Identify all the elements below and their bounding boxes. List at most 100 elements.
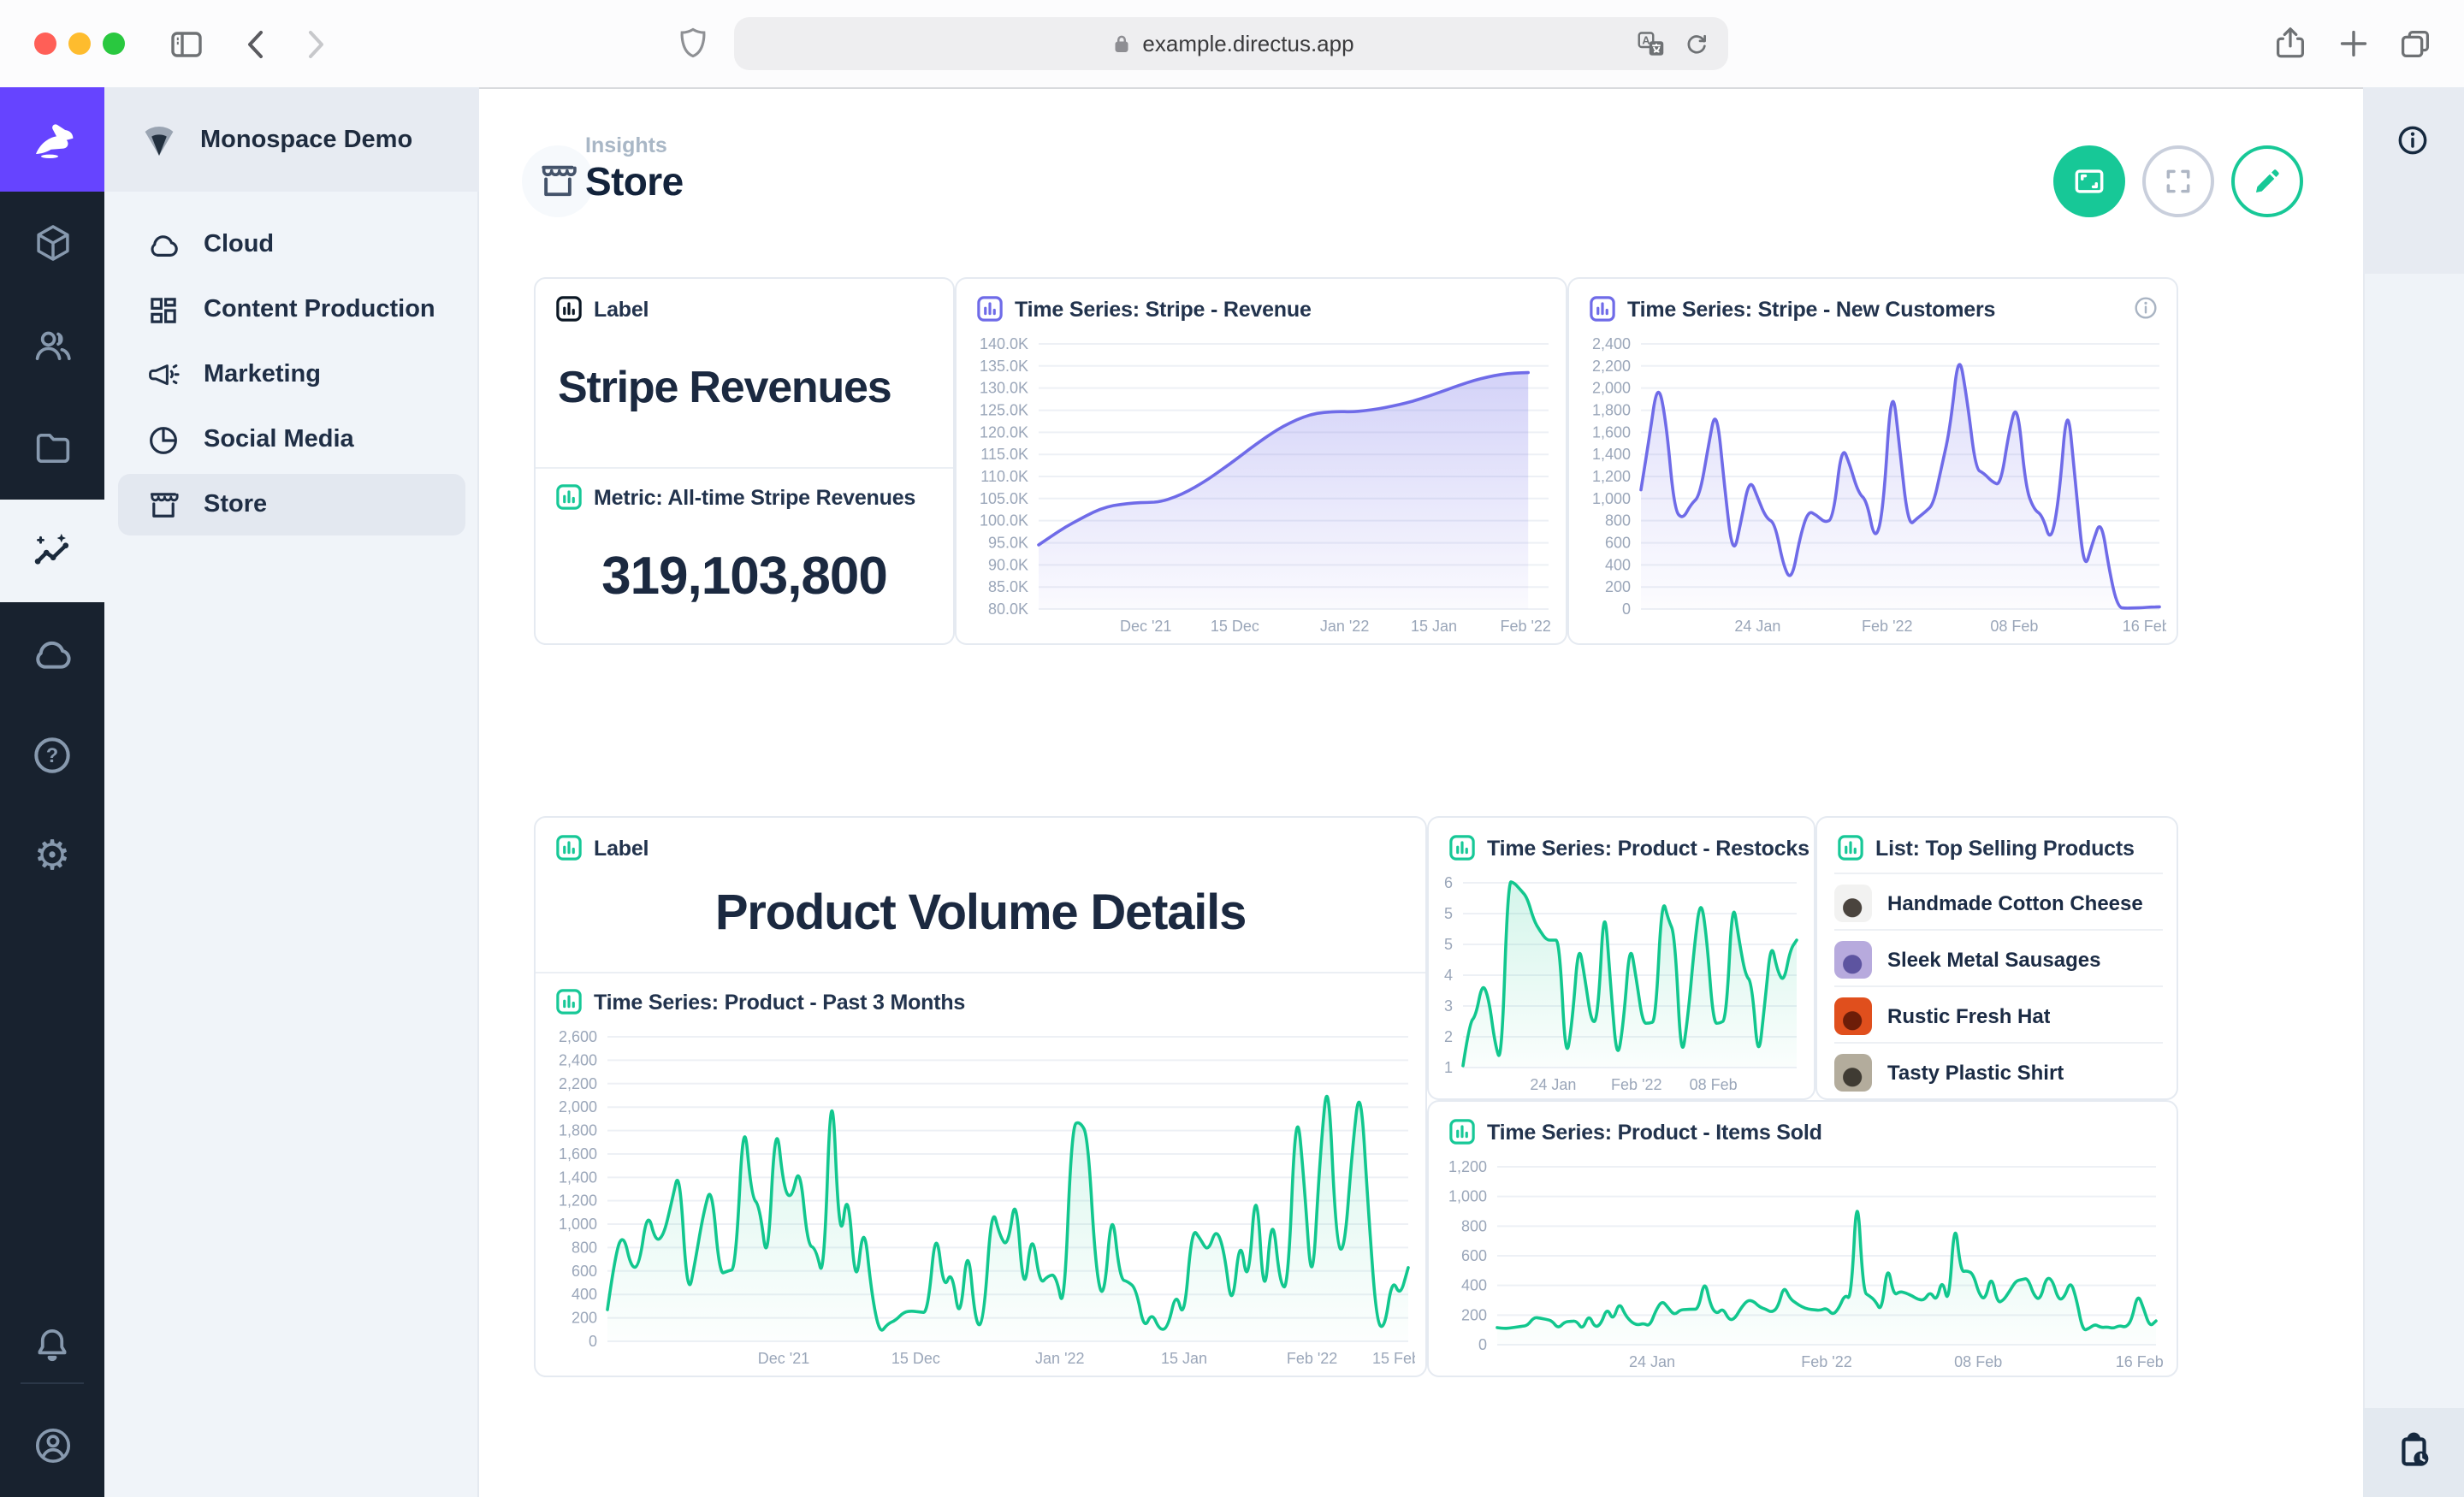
shield-icon[interactable] [674,24,712,62]
window-zoom-button[interactable] [103,33,125,55]
new-tab-icon[interactable] [2334,24,2373,63]
svg-text:1,400: 1,400 [559,1169,597,1186]
svg-text:1,200: 1,200 [1448,1158,1487,1175]
product-name: Sleek Metal Sausages [1887,947,2100,971]
panel-list-top-selling: List: Top Selling Products Handmade Cott… [1815,816,2178,1100]
list-item[interactable]: Sleek Metal Sausages [1834,929,2163,987]
project-header[interactable]: Monospace Demo [104,87,479,192]
project-name: Monospace Demo [200,126,412,153]
svg-text:08 Feb: 08 Feb [1954,1353,2002,1370]
module-help-icon[interactable]: ? [0,712,104,797]
panel-label-stripe: Label Stripe Revenues Metric: All-time S… [534,277,955,645]
svg-text:105.0K: 105.0K [980,490,1028,507]
panel-ts-restocks: Time Series: Product - Restocks 65543212… [1427,816,1815,1100]
panel-ts-stripe-revenue: Time Series: Stripe - Revenue 140.0K135.… [955,277,1567,645]
svg-text:1,600: 1,600 [559,1145,597,1163]
dashboard-grid-icon [145,292,181,328]
svg-text:Jan '22: Jan '22 [1035,1350,1084,1367]
panel-title: Metric: All-time Stripe Revenues [594,485,915,509]
svg-text:0: 0 [1622,601,1631,618]
svg-text:1,000: 1,000 [559,1216,597,1233]
window-close-button[interactable] [34,33,56,55]
items-sold-chart: 1,2001,000800600400200024 JanFeb '2208 F… [1439,1157,2163,1372]
sidebar-item-content-production[interactable]: Content Production [118,279,465,340]
fullscreen-button[interactable] [2142,145,2214,217]
product-thumbnail [1834,1053,1872,1091]
svg-text:1,200: 1,200 [559,1192,597,1210]
module-settings-icon[interactable]: ⚙ [0,814,104,900]
list-item[interactable]: Rustic Fresh Hat [1834,985,2163,1044]
svg-text:?: ? [46,744,58,766]
label-text: Stripe Revenues [558,361,891,414]
svg-text:5: 5 [1444,905,1453,922]
sidebar-item-label: Store [204,491,267,518]
sidebar-item-marketing[interactable]: Marketing [118,344,465,405]
pie-chart-icon [145,422,181,458]
gear-icon: ⚙ [33,837,70,878]
directus-logo[interactable] [0,87,104,192]
present-dashboard-button[interactable] [2053,145,2125,217]
new-customers-chart: 2,4002,2002,0001,8001,6001,4001,2001,000… [1579,334,2166,636]
svg-text:400: 400 [572,1286,597,1303]
module-cloud-icon[interactable] [0,611,104,696]
window-minimize-button[interactable] [68,33,91,55]
svg-text:400: 400 [1461,1277,1487,1294]
svg-text:Feb '22: Feb '22 [1611,1076,1661,1093]
back-icon[interactable] [236,24,277,65]
svg-text:15 Dec: 15 Dec [891,1350,940,1367]
panel-title: Time Series: Stripe - Revenue [1015,297,1312,321]
info-icon[interactable] [2394,121,2431,159]
svg-text:800: 800 [1605,512,1631,530]
svg-text:Feb '22: Feb '22 [1500,618,1550,635]
svg-text:1: 1 [1444,1059,1453,1076]
module-files-icon[interactable] [0,405,104,491]
svg-text:24 Jan: 24 Jan [1530,1076,1576,1093]
reload-icon[interactable] [1682,29,1711,58]
panel-ts-items-sold: Time Series: Product - Items Sold 1,2001… [1427,1100,2178,1377]
tabs-overview-icon[interactable] [2396,24,2435,63]
list-item[interactable]: Handmade Cotton Cheese [1834,873,2163,931]
svg-text:600: 600 [572,1263,597,1280]
panel-title: Label [594,297,649,321]
panel-icon [1590,296,1615,322]
share-icon[interactable] [2271,24,2310,63]
page-title: Store [585,159,684,205]
forward-icon[interactable] [294,24,335,65]
svg-text:95.0K: 95.0K [988,535,1028,552]
list-item[interactable]: Tasty Plastic Shirt [1834,1042,2163,1100]
sidebar-item-cloud[interactable]: Cloud [118,214,465,275]
notifications-bell-icon[interactable] [0,1302,104,1388]
edit-dashboard-button[interactable] [2231,145,2303,217]
svg-text:24 Jan: 24 Jan [1629,1353,1675,1370]
panel-metric-section: Metric: All-time Stripe Revenues 319,103… [536,467,953,645]
svg-text:A: A [1642,33,1650,46]
svg-text:2,400: 2,400 [559,1051,597,1068]
panel-title: Time Series: Product - Items Sold [1487,1120,1822,1144]
panel-info-icon[interactable] [2132,294,2159,322]
module-content-icon[interactable] [0,200,104,286]
panel-product-volume: Label Product Volume Details Time Series… [534,816,1427,1377]
panel-icon [556,989,582,1015]
svg-text:2,400: 2,400 [1592,335,1631,352]
sidebar-toggle-icon[interactable] [166,24,207,65]
svg-text:200: 200 [1461,1306,1487,1323]
activity-log-icon[interactable] [2390,1429,2437,1475]
sidebar-item-store[interactable]: Store [118,474,465,535]
product-name: Tasty Plastic Shirt [1887,1060,2064,1084]
panel-label-section: Label Stripe Revenues [536,279,953,469]
breadcrumb[interactable]: Insights [585,133,667,157]
module-insights-icon[interactable] [0,500,104,602]
panel-icon [977,296,1003,322]
svg-text:125.0K: 125.0K [980,402,1028,419]
svg-text:15 Dec: 15 Dec [1211,618,1259,635]
svg-text:85.0K: 85.0K [988,578,1028,595]
user-avatar[interactable] [0,1403,104,1488]
past-3-months-chart: 2,6002,4002,2002,0001,8001,6001,4001,200… [546,1027,1415,1369]
svg-text:1,800: 1,800 [1592,402,1631,419]
sidebar-item-social-media[interactable]: Social Media [118,409,465,470]
address-bar[interactable]: example.directus.app A [734,17,1728,70]
panel-icon [556,296,582,322]
module-users-icon[interactable] [0,303,104,388]
svg-text:24 Jan: 24 Jan [1734,618,1780,635]
translate-icon[interactable]: A [1636,29,1667,60]
